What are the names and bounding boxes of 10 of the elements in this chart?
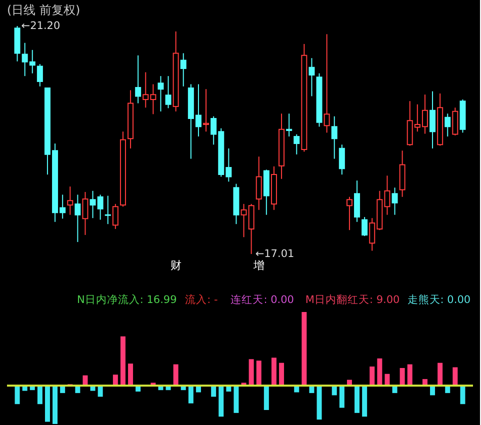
text: 增	[252, 259, 264, 272]
annotation: ←17.01	[255, 248, 294, 260]
text: M日内翻红天: 9.00	[305, 293, 400, 306]
text: 财	[170, 259, 182, 272]
text: 流入: -	[185, 293, 218, 306]
annotation: ←21.20	[21, 20, 60, 32]
text: 连红天: 0.00	[230, 294, 294, 306]
text: 走熊天: 0.00	[407, 293, 471, 306]
text: N日内净流入: 16.99	[77, 293, 177, 306]
chart-title: (日线 前复权)	[7, 3, 80, 17]
